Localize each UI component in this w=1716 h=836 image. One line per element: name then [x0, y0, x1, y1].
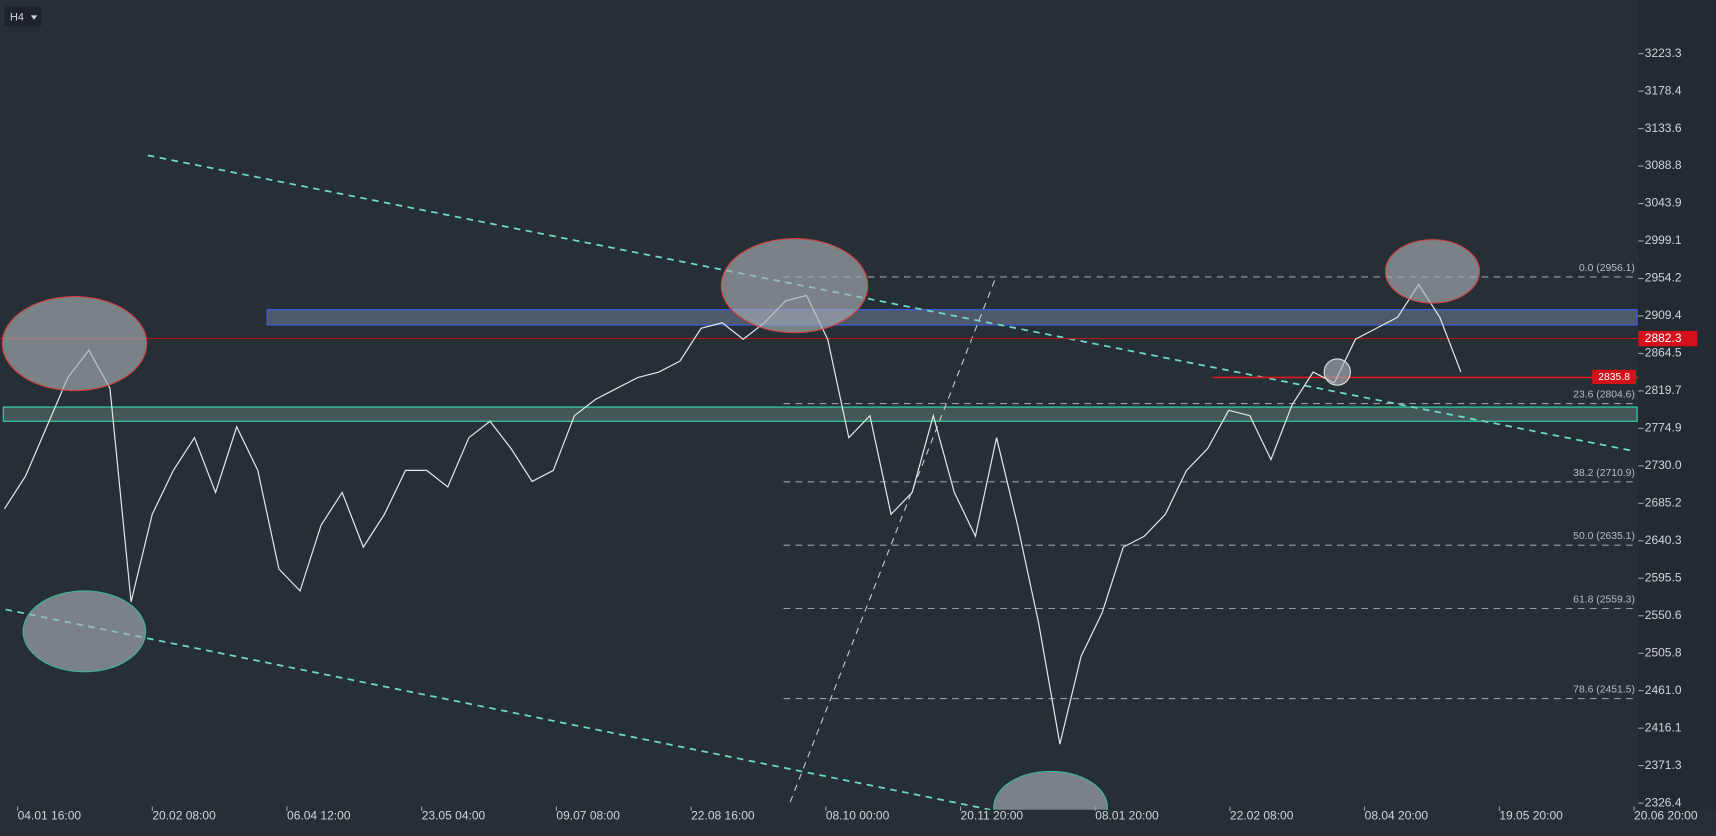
x-tick-label: 19.05 20:00 — [1499, 808, 1563, 822]
x-tick-label: 20.06 20:00 — [1634, 808, 1698, 822]
price-axis — [1638, 0, 1716, 836]
y-tick-label: 2685.2 — [1645, 495, 1682, 509]
fib-label: 50.0 (2635.1) — [1573, 531, 1635, 542]
y-tick-label: 2416.1 — [1645, 720, 1682, 734]
y-tick-label: 2730.0 — [1645, 458, 1682, 472]
fib-label: 0.0 (2956.1) — [1579, 263, 1635, 274]
timeframe[interactable]: H4 — [10, 11, 24, 23]
current-price-badge — [1638, 330, 1698, 347]
highlights — [1, 237, 1481, 836]
y-tick-label: 3223.3 — [1645, 46, 1682, 60]
timeframe-selector[interactable] — [4, 6, 42, 27]
y-tick-label: 2326.4 — [1645, 795, 1682, 809]
time-axis — [0, 809, 1716, 836]
x-tick-label: 09.07 08:00 — [556, 808, 620, 822]
ellipse — [1, 295, 148, 392]
x-tick-label: 22.02 08:00 — [1230, 808, 1294, 822]
x-tick-label: 20.11 20:00 — [961, 808, 1024, 822]
x-tick-label: 08.10 00:00 — [826, 808, 890, 822]
y-tick-label: 2909.4 — [1645, 308, 1682, 322]
x-tick-label: 22.08 16:00 — [691, 808, 755, 822]
fib-label: 61.8 (2559.3) — [1573, 595, 1635, 606]
x-tick-label: 08.01 20:00 — [1095, 808, 1159, 822]
y-tick-label: 2595.5 — [1645, 570, 1682, 584]
y-tick-label: 2819.7 — [1645, 383, 1682, 397]
resistance-zone — [266, 309, 1638, 326]
price-line — [3, 283, 1462, 745]
y-tick-label: 2954.2 — [1645, 271, 1682, 285]
support-zone — [2, 406, 1638, 422]
y-tick-label: 2774.9 — [1645, 421, 1682, 435]
fib-label: 23.6 (2804.6) — [1573, 390, 1635, 401]
current-price-label: 2882.3 — [1645, 331, 1682, 345]
x-tick-label: 08.04 20:00 — [1365, 808, 1429, 822]
y-tick-label: 3178.4 — [1645, 83, 1682, 97]
y-tick-label: 2999.1 — [1645, 233, 1682, 247]
x-tick-label: 20.02 08:00 — [152, 808, 216, 822]
fib-label: 38.2 (2710.9) — [1573, 468, 1635, 479]
x-tick-label: 23.05 04:00 — [422, 808, 486, 822]
ellipse — [1384, 239, 1481, 304]
y-tick-label: 2505.8 — [1645, 645, 1682, 659]
y-tick-label: 2461.0 — [1645, 683, 1682, 697]
circle — [1323, 358, 1351, 386]
y-tick-label: 2371.3 — [1645, 758, 1682, 772]
y-tick-label: 3088.8 — [1645, 158, 1682, 172]
dropdown-arrow[interactable] — [30, 15, 38, 20]
x-tick-label: 06.04 12:00 — [287, 808, 351, 822]
ellipse — [720, 237, 869, 334]
plot — [0, 276, 1639, 745]
x-tick-label: 04.01 16:00 — [18, 808, 82, 822]
y-tick-label: 2640.3 — [1645, 533, 1682, 547]
y-tick-label: 2864.5 — [1645, 346, 1682, 360]
order-badge — [1592, 369, 1637, 385]
y-tick-label: 3043.9 — [1645, 196, 1682, 210]
fib-trend — [789, 279, 996, 803]
y-tick-label: 2550.6 — [1645, 608, 1682, 622]
order-label: 2835.8 — [1598, 372, 1630, 383]
ellipse — [22, 590, 147, 673]
fib-label: 78.6 (2451.5) — [1573, 685, 1635, 696]
y-tick-label: 3133.6 — [1645, 121, 1682, 135]
